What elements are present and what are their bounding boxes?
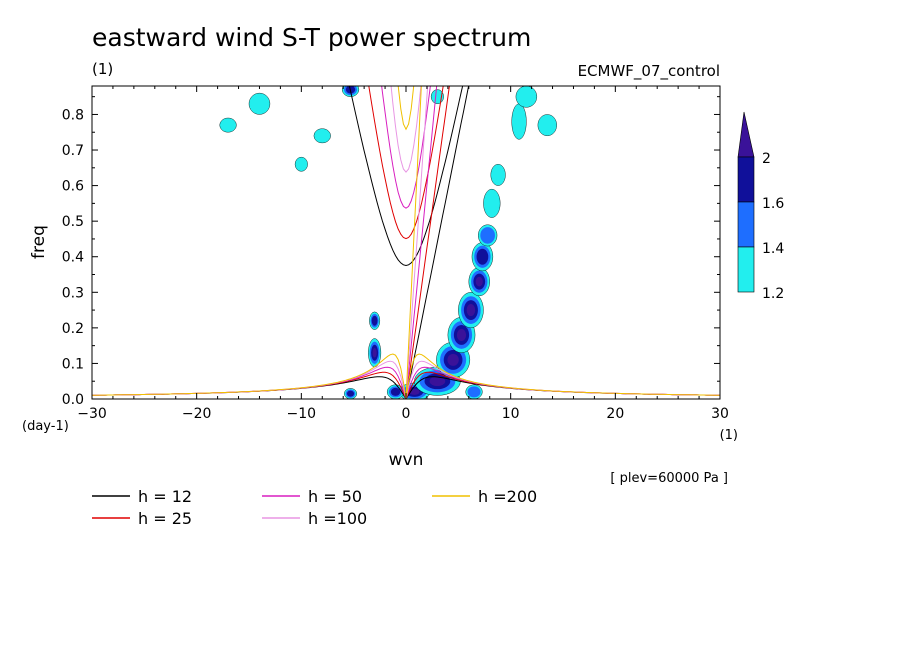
chart-title: eastward wind S-T power spectrum	[92, 23, 531, 52]
colorbar-label-2: 2	[762, 151, 771, 167]
curve-ig-h100	[390, 86, 422, 173]
y-tick-label: 0.3	[62, 285, 84, 301]
y-tick-label: 0.0	[62, 392, 84, 408]
power-blob-14-level-2	[371, 315, 378, 326]
legend-label: h = 50	[308, 487, 362, 506]
power-blob-1-level-3	[429, 376, 446, 387]
y-tick-label: 0.8	[62, 107, 84, 123]
colorbar-segment-dark	[737, 156, 755, 203]
x-tick-label: 20	[606, 406, 624, 422]
y-tick-label: 0.1	[62, 356, 84, 372]
legend: h = 12 h = 25 h = 50 h =100 h =200	[92, 487, 537, 528]
power-blob-9-level-0	[490, 164, 506, 186]
y-unit-label: (day-1)	[22, 419, 69, 434]
y-tick-label: 0.5	[62, 214, 84, 230]
legend-label: h =100	[308, 509, 367, 528]
power-blob-7-level-1	[480, 227, 495, 244]
power-blob-21-level-0	[294, 156, 308, 172]
power-blob-11-level-0	[537, 114, 557, 136]
power-blob-18-level-0	[248, 92, 271, 115]
power-blob-8-level-0	[483, 188, 501, 218]
power-blob-22-level-1	[467, 386, 481, 398]
power-blob-12-level-0	[515, 86, 538, 108]
x-tick-label: 0	[402, 406, 411, 422]
title-units: (1)	[92, 60, 113, 78]
power-blob-2-level-3	[447, 353, 459, 366]
x-tick-label: −20	[182, 406, 212, 422]
legend-label: h =200	[478, 487, 537, 506]
power-blob-3-level-3	[456, 328, 467, 342]
power-blob-19-level-0	[219, 117, 237, 133]
x-unit-label: (1)	[720, 428, 738, 443]
y-axis-label: freq	[29, 225, 49, 259]
curve-kelvin-h12	[405, 86, 470, 399]
power-contours	[219, 86, 557, 399]
x-tick-label: −10	[287, 406, 317, 422]
x-axis-label: wvn	[389, 450, 424, 470]
x-tick-label: 30	[711, 406, 729, 422]
colorbar-label-1-2: 1.2	[762, 286, 784, 302]
power-blob-6-level-2	[476, 248, 489, 265]
curve-ig-h12	[348, 86, 464, 267]
colorbar-segment-mid	[737, 201, 755, 248]
colorbar-top-triangle	[737, 111, 755, 158]
power-blob-4-level-3	[466, 304, 476, 317]
power-blob-20-level-0	[313, 128, 331, 144]
axis-ticks: −30 −20 −10 0 10 20 30 0.0 0.1 0.2 0.3 0.4 0.5 0.6 0.7…	[62, 86, 729, 422]
y-tick-label: 0.4	[62, 250, 84, 266]
x-tick-label: 10	[502, 406, 520, 422]
legend-label: h = 12	[138, 487, 192, 506]
plot-frame	[91, 85, 721, 400]
dispersion-curves	[92, 86, 720, 399]
x-tick-label: −30	[77, 406, 107, 422]
y-tick-label: 0.7	[62, 143, 84, 159]
colorbar-segment-light	[737, 246, 755, 293]
colorbar: 2 1.6 1.4 1.2	[737, 111, 784, 302]
colorbar-label-1-4: 1.4	[762, 241, 784, 257]
legend-label: h = 25	[138, 509, 192, 528]
y-tick-label: 0.6	[62, 179, 84, 195]
plev-annotation: [ plev=60000 Pa ]	[610, 471, 728, 486]
curve-ig-h25	[368, 86, 444, 240]
colorbar-label-1-6: 1.6	[762, 196, 784, 212]
curve-ig-h200	[397, 86, 415, 131]
power-blob-16-level-2	[390, 387, 401, 396]
curve-ig-h50	[381, 86, 431, 209]
y-tick-label: 0.2	[62, 321, 84, 337]
power-blob-10-level-0	[511, 103, 527, 140]
model-label: ECMWF_07_control	[578, 62, 720, 81]
power-blob-5-level-3	[475, 276, 483, 287]
power-blob-15-level-2	[347, 390, 355, 397]
power-blob-13-level-3	[372, 347, 377, 358]
